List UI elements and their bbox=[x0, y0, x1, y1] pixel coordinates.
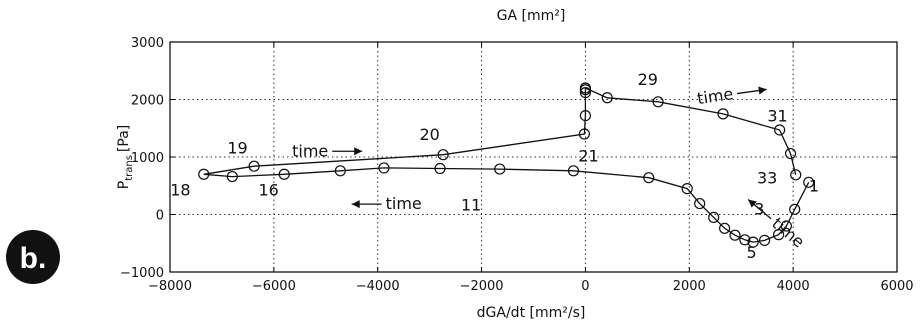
data-point bbox=[643, 172, 655, 184]
data-point bbox=[708, 211, 720, 223]
x-tick-label: 0 bbox=[581, 279, 589, 294]
time-label: time bbox=[696, 84, 734, 108]
panel-badge-circle bbox=[6, 230, 60, 284]
x-tick-label: −8000 bbox=[148, 279, 192, 294]
plot-area: −8000 −6000 −4000 −2000 0 2000 4000 6000 −1000 0… bbox=[120, 36, 914, 294]
x-tick-label: 4000 bbox=[777, 279, 810, 294]
data-point bbox=[434, 162, 446, 175]
data-point bbox=[758, 234, 771, 246]
data-point bbox=[248, 160, 260, 172]
y-ticks: −1000 0 1000 2000 3000 bbox=[120, 36, 897, 281]
point-label: 33 bbox=[757, 168, 777, 187]
point-label: 31 bbox=[767, 106, 787, 125]
point-label: 19 bbox=[227, 139, 247, 158]
time-arrow-head bbox=[758, 86, 767, 95]
point-label: 16 bbox=[258, 181, 278, 200]
time-label: time bbox=[292, 141, 328, 160]
time-annotation: time bbox=[292, 141, 363, 160]
data-point bbox=[579, 109, 592, 122]
data-point bbox=[494, 163, 506, 175]
data-point bbox=[378, 162, 390, 174]
data-point bbox=[567, 165, 580, 177]
x-tick-label: −4000 bbox=[356, 279, 400, 294]
x-axis-label: dGA/dt [mm²/s] bbox=[477, 305, 586, 321]
panel-badge: b. bbox=[6, 230, 60, 284]
annotations: time time time time bbox=[292, 84, 808, 252]
point-label: 5 bbox=[747, 243, 757, 262]
y-tick-label: 2000 bbox=[131, 94, 164, 109]
data-point bbox=[578, 128, 590, 140]
data-point bbox=[652, 96, 664, 108]
y-axis-label-sub: trans bbox=[124, 155, 135, 181]
time-annotation: time bbox=[351, 194, 422, 213]
data-point bbox=[601, 92, 613, 104]
series-layer bbox=[198, 82, 815, 248]
data-point bbox=[579, 86, 592, 99]
point-label: 18 bbox=[170, 181, 190, 200]
data-point bbox=[579, 82, 592, 94]
data-point bbox=[790, 169, 802, 181]
data-point bbox=[803, 176, 815, 188]
y-tick-label: 3000 bbox=[131, 36, 164, 51]
point-label: 20 bbox=[419, 125, 439, 144]
series-line bbox=[203, 86, 810, 243]
point-label: 1 bbox=[809, 177, 819, 196]
x-tick-label: −2000 bbox=[460, 279, 504, 294]
data-point bbox=[334, 165, 346, 177]
time-arrow-head bbox=[748, 199, 757, 208]
time-arrow-head bbox=[354, 147, 363, 156]
data-point bbox=[717, 108, 729, 120]
data-point bbox=[747, 236, 759, 248]
data-point bbox=[694, 197, 706, 210]
data-point bbox=[774, 124, 786, 136]
y-axis-label-main: P bbox=[116, 181, 132, 189]
time-annotation: time bbox=[696, 84, 767, 108]
point-label: 21 bbox=[578, 147, 598, 166]
time-arrow-head bbox=[351, 200, 360, 209]
time-label: time bbox=[768, 214, 808, 252]
y-tick-label: 0 bbox=[156, 209, 164, 224]
data-point bbox=[789, 203, 801, 215]
data-point bbox=[784, 147, 797, 160]
top-axis-label: GA [mm²] bbox=[497, 8, 566, 24]
data-point bbox=[226, 170, 238, 183]
time-label: time bbox=[386, 194, 422, 213]
point-label: 11 bbox=[461, 195, 481, 214]
data-point bbox=[437, 149, 449, 161]
y-tick-label: 1000 bbox=[131, 151, 164, 166]
y-axis-label-text: Ptrans [Pa] bbox=[116, 125, 135, 190]
x-tick-label: −6000 bbox=[252, 279, 296, 294]
y-tick-label: −1000 bbox=[120, 266, 164, 281]
data-point bbox=[729, 229, 741, 241]
data-point bbox=[773, 229, 785, 241]
x-ticks: −8000 −6000 −4000 −2000 0 2000 4000 6000 bbox=[148, 42, 914, 294]
data-point bbox=[278, 168, 290, 180]
data-point bbox=[198, 168, 210, 180]
data-point bbox=[718, 222, 731, 234]
data-point bbox=[780, 220, 792, 232]
y-axis-label-unit: [Pa] bbox=[116, 125, 132, 152]
data-point bbox=[739, 234, 751, 246]
y-axis-label: Ptrans [Pa] bbox=[116, 125, 135, 190]
point-label: 29 bbox=[638, 70, 658, 89]
x-tick-label: 2000 bbox=[673, 279, 706, 294]
x-tick-label: 6000 bbox=[880, 279, 913, 294]
panel-label: b. bbox=[20, 242, 47, 275]
data-point bbox=[681, 183, 693, 195]
